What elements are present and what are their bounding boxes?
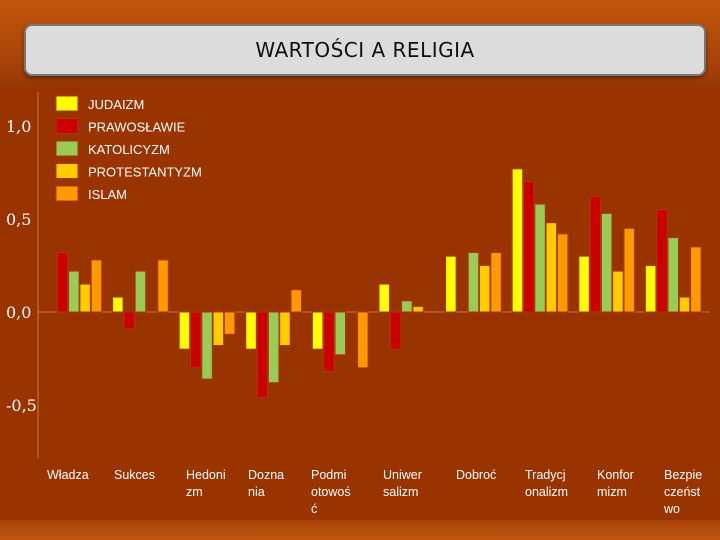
- bar: [157, 259, 169, 313]
- bar: [334, 311, 346, 356]
- category-label: Uniwer: [383, 468, 422, 482]
- bar: [267, 311, 280, 384]
- category-label: Władza: [47, 468, 89, 482]
- title-bar: WARTOŚCI A RELIGIA: [24, 24, 706, 76]
- bar: [357, 311, 369, 369]
- bar: [556, 233, 569, 313]
- legend-label: PROTESTANTYZM: [88, 165, 202, 180]
- bar: [523, 181, 535, 313]
- bar: [479, 265, 491, 313]
- y-tick-label: 1,0: [6, 117, 31, 136]
- category-label: Tradycj: [525, 468, 566, 482]
- category-label: Dozna: [248, 468, 284, 482]
- legend-label: KATOLICYZM: [88, 142, 170, 157]
- bar: [623, 227, 635, 313]
- bar: [378, 283, 390, 313]
- category-label: otowoś: [311, 485, 351, 499]
- bar: [279, 311, 291, 346]
- bar: [112, 296, 124, 313]
- y-tick-label: 0,5: [6, 210, 31, 229]
- bar: [201, 311, 213, 380]
- bar: [445, 255, 457, 313]
- category-label: salizm: [383, 485, 418, 499]
- slide-title: WARTOŚCI A RELIGIA: [255, 38, 475, 62]
- bar: [589, 196, 602, 313]
- bar: [600, 212, 613, 313]
- category-label: onalizm: [525, 485, 568, 499]
- bar: [545, 222, 558, 313]
- bar: [123, 311, 135, 330]
- category-label: Konfor: [597, 468, 634, 482]
- bar: [412, 305, 424, 313]
- bar: [511, 168, 524, 313]
- bar: [667, 237, 679, 313]
- bar: [678, 296, 691, 313]
- bar: [290, 289, 302, 313]
- bar: [212, 311, 225, 346]
- category-label: wo: [663, 502, 680, 516]
- category-label: czeńst: [664, 485, 701, 499]
- legend-label: PRAWOSŁAWIE: [88, 120, 186, 135]
- bar: [690, 246, 702, 313]
- bar: [323, 311, 335, 372]
- bar: [190, 311, 202, 369]
- category-label: Podmi: [311, 468, 346, 482]
- bar: [79, 283, 91, 313]
- bar: [311, 311, 324, 350]
- category-label: Hedoni: [186, 468, 226, 482]
- category-label: mizm: [597, 485, 627, 499]
- bar: [578, 255, 590, 313]
- bar: [223, 311, 236, 335]
- legend-swatch: [55, 95, 79, 112]
- bar: [90, 259, 103, 313]
- bar: [256, 311, 269, 399]
- bar: [612, 270, 624, 313]
- category-label: zm: [186, 485, 203, 499]
- category-label: Sukces: [114, 468, 155, 482]
- bar: [644, 265, 657, 313]
- category-label: nia: [248, 485, 265, 499]
- bar: [56, 252, 69, 313]
- bar: [534, 203, 546, 313]
- legend-swatch: [55, 118, 79, 134]
- category-label: ć: [311, 502, 317, 516]
- bar: [178, 311, 191, 350]
- bar: [245, 311, 257, 350]
- bar: [389, 311, 402, 350]
- legend-swatch: [55, 185, 79, 202]
- y-tick-label: -0,5: [6, 396, 37, 415]
- category-label: Bezpie: [664, 468, 702, 482]
- bar: [401, 300, 413, 313]
- legend-label: ISLAM: [88, 187, 127, 202]
- legend-swatch: [55, 163, 79, 179]
- bar: [134, 270, 147, 313]
- bar: [68, 270, 80, 313]
- bar: [467, 252, 480, 313]
- legend-swatch: [55, 140, 79, 157]
- bar: [490, 252, 502, 313]
- bar: [656, 209, 668, 313]
- footer-background: [0, 520, 720, 540]
- y-tick-label: 0,0: [6, 303, 31, 322]
- legend-label: JUDAIZM: [88, 97, 144, 112]
- category-label: Dobroć: [456, 468, 496, 482]
